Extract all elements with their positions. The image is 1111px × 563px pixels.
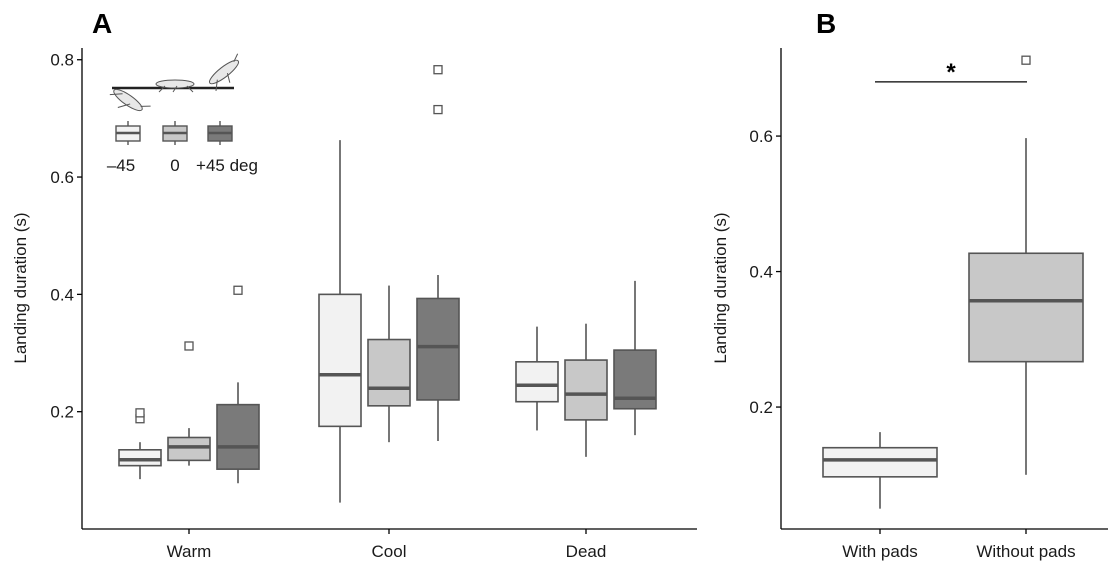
x-tick-label: Cool (372, 542, 407, 561)
boxplot-cool-45 (318, 140, 362, 503)
locust-icon-plus45 (208, 53, 240, 92)
y-tick-label: 0.4 (50, 285, 74, 304)
box-iqr (613, 349, 657, 410)
boxplot-dead-0 (564, 323, 608, 457)
x-tick-label: Without pads (976, 542, 1075, 561)
box-iqr (822, 446, 938, 478)
boxes-b (822, 55, 1084, 509)
box-iqr (515, 361, 559, 403)
legend-label: 0 (170, 156, 179, 175)
y-tick-label: 0.2 (749, 398, 773, 417)
y-axis-label-b: Landing duration (s) (711, 212, 730, 363)
x-tick-label: Warm (167, 542, 212, 561)
y-tick-label: 0.6 (749, 127, 773, 146)
y-tick-label: 0.6 (50, 168, 74, 187)
outlier-point (233, 285, 243, 295)
outlier-point (1021, 55, 1031, 65)
box-iqr (318, 293, 362, 428)
x-tick-label: With pads (842, 542, 918, 561)
locust-icon-0 (155, 79, 195, 93)
x-tick-label: Dead (566, 542, 607, 561)
boxplot-dead-45-deg (613, 280, 657, 436)
x-ticks-a: Warm Cool Dead (167, 529, 607, 561)
outlier-point (433, 65, 443, 75)
boxplot-warm-45 (118, 408, 162, 480)
legend-key: 0 (162, 121, 188, 175)
box-iqr (416, 297, 460, 401)
boxplot-warm-45-deg (216, 285, 260, 484)
box-iqr (968, 252, 1084, 363)
boxplot-cool-45-deg (416, 65, 460, 442)
boxplot-without-pads (968, 55, 1084, 475)
boxplot-cool-0 (367, 285, 411, 443)
legend-label: +45 deg (196, 156, 258, 175)
boxes-a (118, 65, 657, 503)
y-axis-label-a: Landing duration (s) (11, 212, 30, 363)
panel-label-b: B (816, 8, 836, 39)
x-ticks-b: With pads Without pads (842, 529, 1076, 561)
significance-star: * (946, 59, 956, 86)
outlier-point (184, 341, 194, 351)
box-iqr (118, 449, 162, 467)
box-iqr (564, 359, 608, 421)
y-ticks-b: 0.2 0.4 0.6 (749, 127, 781, 417)
boxplot-with-pads (822, 432, 938, 509)
legend-key: –45 (107, 121, 141, 175)
panel-b: B Landing duration (s) 0.2 0.4 0.6 With pa… (711, 8, 1108, 561)
box-iqr (367, 338, 411, 407)
outlier-point (135, 408, 145, 418)
boxplot-dead-45 (515, 326, 559, 431)
panel-a: A Landing duration (s) 0.2 0.4 0.6 0.8 Warm… (11, 8, 697, 561)
y-ticks-a: 0.2 0.4 0.6 0.8 (50, 51, 82, 422)
legend-label: –45 (107, 156, 135, 175)
legend-key: +45 deg (196, 121, 258, 175)
y-tick-label: 0.2 (50, 403, 74, 422)
boxplot-warm-0 (167, 341, 211, 466)
panel-label-a: A (92, 8, 112, 39)
legend: –45 0 +45 deg (107, 53, 258, 175)
outlier-point (433, 104, 443, 115)
box-iqr (216, 403, 260, 470)
box-iqr (167, 436, 211, 462)
legend-keys: –45 0 +45 deg (107, 121, 258, 175)
y-tick-label: 0.8 (50, 51, 74, 70)
y-tick-label: 0.4 (749, 263, 773, 282)
locust-icon-minus45 (109, 88, 151, 112)
